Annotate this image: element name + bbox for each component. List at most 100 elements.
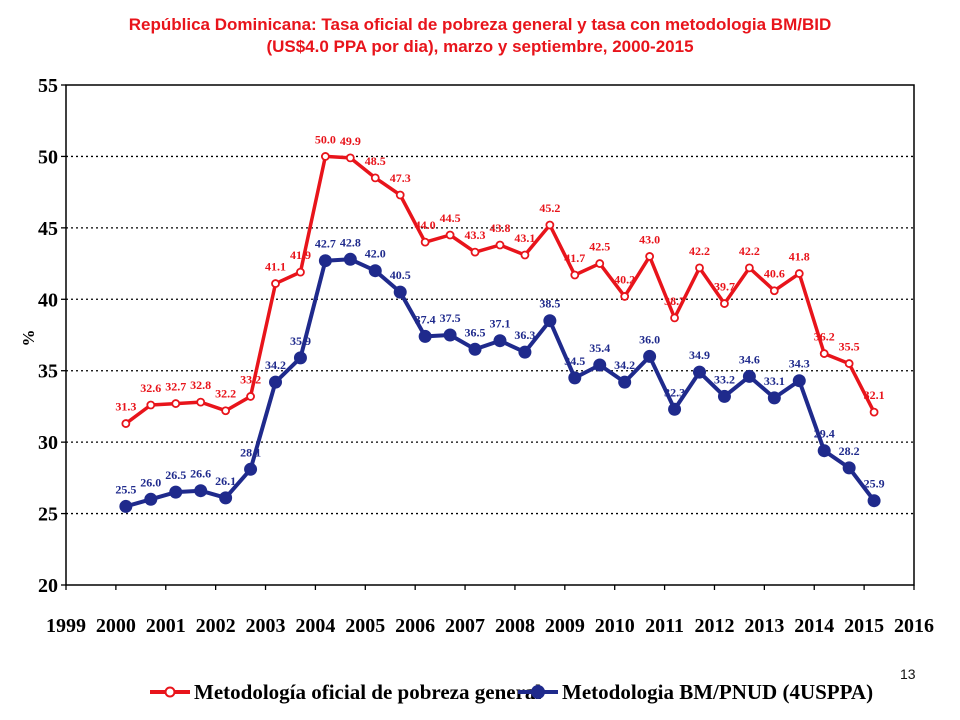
data-label-official-16: 43.1 (514, 231, 535, 245)
point-bm-11 (393, 285, 407, 299)
data-label-bm-10: 42.0 (365, 247, 386, 261)
data-label-bm-11: 40.5 (390, 268, 411, 282)
point-bm-19 (593, 358, 607, 372)
point-bm-15 (493, 334, 507, 348)
point-official-0 (121, 419, 131, 428)
point-official-6 (271, 279, 280, 288)
point-bm-24 (717, 389, 731, 403)
point-official-5 (246, 392, 255, 401)
data-label-bm-29: 28.2 (839, 444, 860, 458)
point-official-7 (296, 267, 305, 277)
point-official-25 (744, 263, 754, 273)
x-tick-label-2011: 2011 (645, 615, 684, 637)
point-bm-0 (119, 499, 133, 513)
data-label-bm-4: 26.1 (215, 474, 236, 488)
x-tick-label-2009: 2009 (545, 615, 585, 637)
y-tick-label-30: 30 (38, 432, 58, 454)
point-official-9 (345, 153, 355, 163)
data-label-bm-27: 34.3 (789, 357, 810, 371)
point-bm-10 (368, 264, 382, 278)
data-label-official-0: 31.3 (115, 400, 136, 414)
x-tick-label-2003: 2003 (246, 615, 286, 637)
data-label-bm-1: 26.0 (140, 475, 161, 489)
x-tick-label-2016: 2016 (894, 615, 934, 637)
data-label-official-13: 44.5 (440, 211, 461, 225)
legend-marker-official (164, 686, 176, 698)
point-bm-28 (817, 444, 831, 458)
point-bm-25 (742, 369, 756, 383)
data-label-official-7: 41.9 (290, 248, 311, 262)
point-bm-18 (568, 371, 582, 385)
point-official-24 (720, 299, 729, 308)
data-label-bm-3: 26.6 (190, 467, 211, 481)
point-bm-12 (418, 329, 432, 343)
data-label-official-29: 35.5 (839, 340, 860, 354)
y-tick-label-40: 40 (38, 289, 58, 311)
y-tick-label-55: 55 (38, 75, 58, 97)
data-label-bm-25: 34.6 (739, 352, 760, 366)
legend-label-bm: Metodologia BM/PNUD (4USPPA) (562, 680, 873, 704)
data-label-official-27: 41.8 (789, 250, 810, 264)
x-tick-label-2010: 2010 (595, 615, 635, 637)
data-label-official-30: 32.1 (864, 388, 885, 402)
point-official-26 (769, 286, 779, 296)
point-official-18 (570, 270, 580, 280)
point-bm-14 (468, 342, 482, 356)
x-tick-label-2013: 2013 (744, 615, 784, 637)
point-official-13 (445, 230, 455, 240)
data-label-bm-19: 35.4 (589, 341, 610, 355)
data-label-bm-30: 25.9 (864, 477, 885, 491)
data-label-bm-7: 35.9 (290, 334, 311, 348)
data-label-official-9: 49.9 (340, 134, 361, 148)
legend: Metodología oficial de pobreza general M… (150, 680, 873, 704)
data-label-official-12: 44.0 (415, 218, 436, 232)
chart-title: República Dominicana: Tasa oficial de po… (0, 14, 960, 58)
point-official-8 (320, 152, 330, 161)
point-bm-21 (643, 349, 657, 363)
series-line-bm (125, 257, 876, 509)
point-official-3 (196, 397, 206, 407)
y-tick-label-45: 45 (38, 218, 58, 240)
point-official-22 (670, 313, 679, 323)
data-label-bm-15: 37.1 (489, 317, 510, 331)
data-label-official-14: 43.3 (465, 228, 486, 242)
data-label-official-3: 32.8 (190, 378, 211, 392)
point-official-21 (645, 252, 655, 261)
x-tick-label-2004: 2004 (295, 615, 335, 637)
point-bm-4 (219, 491, 233, 505)
data-label-bm-13: 37.5 (440, 311, 461, 325)
point-bm-30 (867, 494, 881, 508)
legend-marker-bm (531, 685, 545, 699)
y-tick-label-20: 20 (38, 575, 58, 597)
legend-label-official: Metodología oficial de pobreza general (194, 680, 541, 704)
chart-title-line2: (US$4.0 PPA por dia), marzo y septiembre… (266, 37, 694, 56)
data-label-bm-0: 25.5 (115, 482, 136, 496)
data-label-official-10: 48.5 (365, 154, 386, 168)
x-tick-label-2005: 2005 (345, 615, 385, 637)
point-official-30 (869, 407, 879, 417)
data-label-bm-14: 36.5 (465, 325, 486, 339)
data-label-official-23: 42.2 (689, 244, 710, 258)
point-bm-17 (543, 314, 557, 328)
point-official-2 (171, 399, 181, 408)
data-label-official-15: 43.8 (489, 221, 510, 235)
point-official-23 (695, 263, 704, 273)
point-bm-26 (767, 391, 781, 405)
grid-lines (66, 155, 914, 515)
data-label-bm-28: 29.4 (814, 427, 835, 441)
data-label-official-18: 41.7 (564, 251, 585, 265)
data-label-bm-6: 34.2 (265, 358, 286, 372)
point-bm-5 (244, 462, 258, 476)
data-label-bm-5: 28.1 (240, 445, 261, 459)
data-label-official-19: 42.5 (589, 240, 610, 254)
point-official-1 (146, 400, 156, 410)
x-tick-label-2007: 2007 (445, 615, 485, 637)
y-tick-label-50: 50 (38, 146, 58, 168)
y-axis-label: % (19, 330, 38, 347)
point-official-16 (520, 250, 530, 260)
point-bm-3 (194, 484, 208, 498)
point-bm-1 (144, 492, 158, 506)
point-bm-23 (693, 365, 707, 379)
data-label-official-26: 40.6 (764, 267, 785, 281)
